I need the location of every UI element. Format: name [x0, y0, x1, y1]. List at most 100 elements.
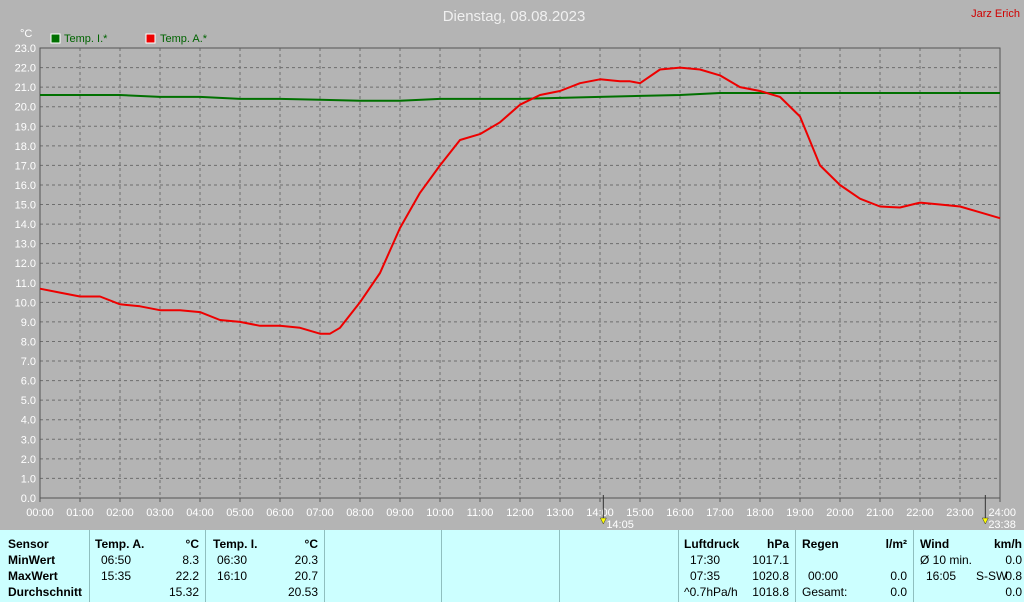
y-tick-label: 21.0 [15, 82, 36, 94]
temp-a-max-time: 15:35 [101, 569, 132, 583]
temp-a-header: Temp. A. [95, 537, 145, 551]
x-tick-label: 06:00 [266, 507, 294, 519]
temp-a-column: Temp. A. °C 06:50 8.3 15:35 22.2 15.32 [90, 530, 206, 602]
wind-direction: S-SW [976, 569, 1008, 583]
y-tick-label: 3.0 [21, 434, 36, 446]
x-tick-label: 19:00 [786, 507, 814, 519]
avg-row-label: Durchschnitt [8, 585, 83, 599]
rain-total-value: 0.0 [890, 585, 907, 599]
y-tick-label: 0.0 [21, 493, 36, 505]
temp-a-min-value: 8.3 [182, 553, 199, 567]
x-tick-label: 00:00 [26, 507, 54, 519]
y-tick-label: 1.0 [21, 473, 36, 485]
legend-swatch-temp-a [145, 33, 156, 44]
x-tick-label: 18:00 [746, 507, 774, 519]
y-tick-label: 10.0 [15, 297, 36, 309]
x-axis: 00:00 01:00 02:00 03:00 04:00 05:00 06:00 07:00… [26, 498, 1016, 519]
x-tick-label: 16:00 [666, 507, 694, 519]
temp-a-unit: °C [185, 537, 199, 551]
x-tick-label: 09:00 [386, 507, 414, 519]
y-tick-label: 2.0 [21, 454, 36, 466]
y-tick-label: 23.0 [15, 43, 36, 55]
x-tick-label: 13:00 [546, 507, 574, 519]
x-tick-label: 10:00 [426, 507, 454, 519]
time-marker-label: 14:05 [606, 519, 634, 530]
pressure-min-time: 17:30 [690, 553, 721, 567]
pressure-max-value: 1020.8 [752, 569, 789, 583]
wind-unit: km/h [993, 537, 1022, 551]
x-tick-label: 22:00 [906, 507, 934, 519]
x-tick-label: 05:00 [226, 507, 254, 519]
y-tick-label: 6.0 [21, 376, 36, 388]
max-row-label: MaxWert [8, 569, 58, 583]
y-tick-label: 12.0 [15, 258, 36, 270]
x-tick-label: 21:00 [866, 507, 894, 519]
empty-column-1 [325, 530, 442, 602]
y-tick-label: 19.0 [15, 121, 36, 133]
x-tick-label: 01:00 [66, 507, 94, 519]
wind-avg-value: 0.0 [1005, 553, 1022, 567]
pressure-unit: hPa [766, 537, 789, 551]
wind-max-value: 0.8 [1005, 569, 1022, 583]
pressure-column: Luftdruck hPa 17:30 1017.1 07:35 1020.8 … [679, 530, 796, 602]
y-tick-label: 22.0 [15, 63, 36, 75]
rain-time: 00:00 [808, 569, 839, 583]
y-tick-label: 4.0 [21, 415, 36, 427]
grid [40, 48, 1000, 498]
y-tick-label: 7.0 [21, 356, 36, 368]
legend-label-temp-i: Temp. I.* [64, 33, 108, 45]
y-tick-label: 11.0 [15, 278, 36, 290]
y-tick-label: 17.0 [15, 160, 36, 172]
rain-header: Regen [802, 537, 839, 551]
x-tick-label: 04:00 [186, 507, 214, 519]
x-tick-label: 02:00 [106, 507, 134, 519]
rain-column: Regen l/m² 00:00 0.0 Gesamt: 0.0 [796, 530, 914, 602]
x-tick-label: 15:00 [626, 507, 654, 519]
wind-header: Wind [920, 537, 950, 551]
temp-i-average: 20.53 [287, 585, 318, 599]
wind-third-value: 0.0 [1005, 585, 1022, 599]
series-lines [39, 66, 1001, 335]
wind-max-time: 16:05 [926, 569, 957, 583]
temp-i-header: Temp. I. [213, 537, 258, 551]
legend: Temp. I.* Temp. A.* [50, 33, 208, 45]
empty-column-2 [442, 530, 560, 602]
x-tick-label: 20:00 [826, 507, 854, 519]
y-tick-label: 18.0 [15, 141, 36, 153]
empty-column-3 [560, 530, 679, 602]
time-marker-icon [981, 517, 989, 525]
temp-i-min-time: 06:30 [217, 553, 248, 567]
time-markers: 14:05 23:38 [599, 495, 1016, 530]
temp-a-min-time: 06:50 [101, 553, 132, 567]
y-tick-label: 5.0 [21, 395, 36, 407]
chart-title: Dienstag, 08.08.2023 [443, 8, 586, 25]
y-tick-label: 8.0 [21, 336, 36, 348]
x-tick-label: 24:00 [988, 507, 1016, 519]
y-tick-label: 16.0 [15, 180, 36, 192]
rain-unit: l/m² [885, 537, 907, 551]
pressure-min-value: 1017.1 [752, 553, 789, 567]
wind-column: Wind km/h Ø 10 min. 0.0 16:05 S-SW 0.8 0… [914, 530, 1024, 602]
time-marker-label: 23:38 [988, 519, 1016, 530]
temp-i-max-time: 16:10 [217, 569, 248, 583]
x-tick-label: 11:00 [467, 507, 494, 519]
x-tick-label: 12:00 [506, 507, 534, 519]
temperature-chart: Dienstag, 08.08.2023 Jarz Erich °C Temp.… [15, 8, 1020, 530]
legend-swatch-temp-i [50, 33, 61, 44]
plot-frame [39, 47, 1001, 499]
author-label: Jarz Erich [971, 8, 1020, 20]
x-tick-label: 03:00 [146, 507, 174, 519]
pressure-max-time: 07:35 [690, 569, 721, 583]
rain-value: 0.0 [890, 569, 907, 583]
series-line-temp-a [39, 66, 1001, 335]
sensor-header: Sensor [8, 537, 49, 551]
x-tick-label: 17:00 [706, 507, 734, 519]
temp-i-max-value: 20.7 [294, 569, 318, 583]
legend-label-temp-a: Temp. A.* [160, 33, 208, 45]
y-tick-label: 13.0 [15, 239, 36, 251]
y-tick-label: 20.0 [15, 102, 36, 114]
y-tick-label: 15.0 [15, 200, 36, 212]
stats-table: Sensor MinWert MaxWert Durchschnitt Temp… [0, 530, 1024, 602]
time-marker-icon [599, 517, 607, 525]
rain-total-label: Gesamt: [802, 585, 848, 599]
